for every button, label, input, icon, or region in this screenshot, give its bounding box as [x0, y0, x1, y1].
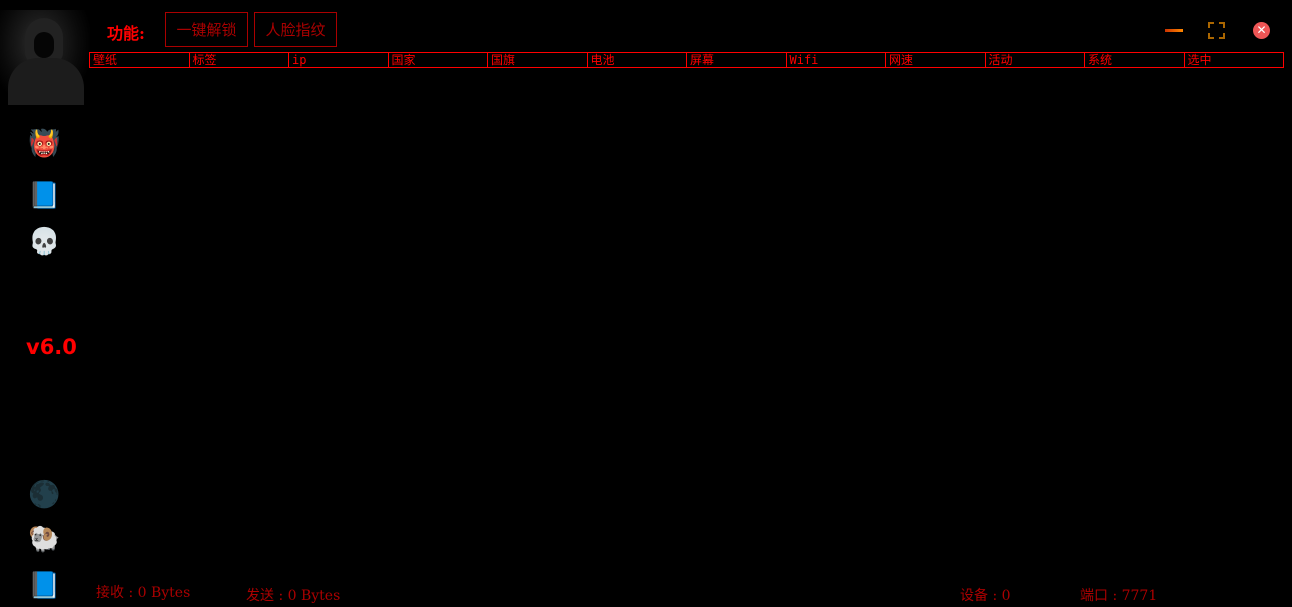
column-country[interactable]: 国家	[387, 53, 488, 67]
device-count: 设备 : 0	[960, 588, 1011, 604]
function-label: 功能:	[107, 24, 145, 43]
hacker-avatar	[0, 10, 90, 105]
moon-icon[interactable]: 🌑	[28, 480, 61, 510]
column-screen[interactable]: 屏幕	[686, 53, 786, 67]
version-label: v6.0	[26, 335, 77, 359]
demon-icon[interactable]: 👹	[28, 129, 61, 159]
maximize-icon[interactable]	[1208, 22, 1225, 39]
face-fingerprint-button[interactable]: 人脸指纹	[254, 12, 337, 47]
received-bytes: 接收 : 0 Bytes	[96, 585, 191, 601]
column-activity[interactable]: 活动	[984, 53, 1085, 67]
sent-bytes: 发送 : 0 Bytes	[246, 588, 341, 604]
column-tag[interactable]: 标签	[188, 53, 289, 67]
column-system[interactable]: 系统	[1084, 53, 1184, 67]
column-ip[interactable]: ip	[288, 53, 388, 67]
ghost-book-icon[interactable]: 📘	[28, 571, 61, 601]
one-click-unlock-button[interactable]: 一键解锁	[165, 12, 248, 47]
column-wallpaper[interactable]: 壁纸	[93, 53, 118, 67]
device-table-header: 壁纸 标签 ip 国家 国旗 电池 屏幕 Wifi 网速 活动 系统 选中	[89, 52, 1284, 68]
minimize-icon[interactable]	[1165, 29, 1183, 32]
ghost-book-icon[interactable]: 📘	[28, 181, 61, 211]
column-battery[interactable]: 电池	[586, 53, 687, 67]
close-icon[interactable]: ✕	[1253, 22, 1270, 39]
column-selected[interactable]: 选中	[1183, 53, 1284, 67]
reaper-icon[interactable]: 💀	[28, 227, 61, 257]
port-number: 端口 : 7771	[1080, 588, 1158, 604]
column-net-speed[interactable]: 网速	[885, 53, 985, 67]
column-wifi[interactable]: Wifi	[785, 53, 886, 67]
column-flag[interactable]: 国旗	[487, 53, 587, 67]
ram-icon[interactable]: 🐏	[28, 524, 61, 554]
